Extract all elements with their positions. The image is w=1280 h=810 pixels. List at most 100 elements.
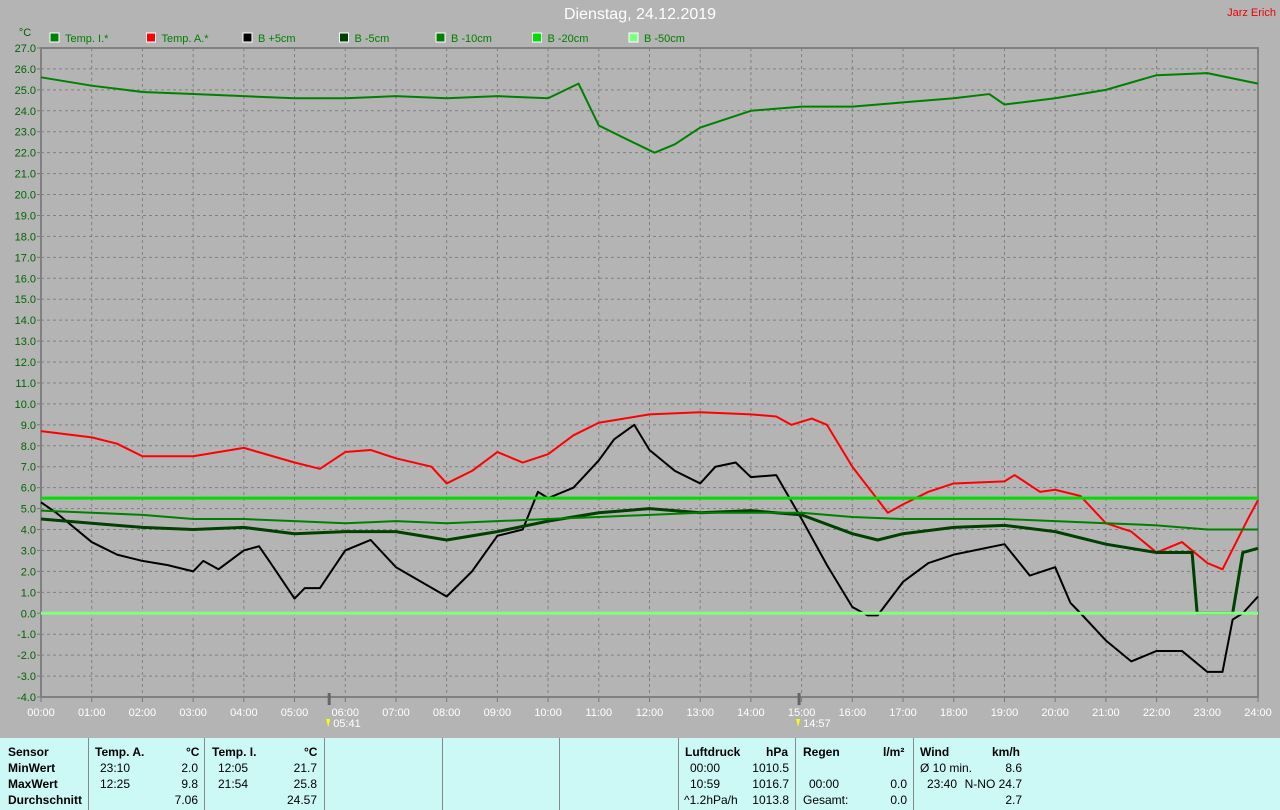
- y-tick-label: 16.0: [15, 273, 36, 285]
- y-axis-unit: °C: [19, 27, 31, 39]
- series-line-b-10cm: [40, 509, 1258, 531]
- y-tick-label: 18.0: [15, 231, 36, 243]
- y-tick-label: 0.0: [21, 608, 36, 620]
- y-tick-label: 10.0: [15, 399, 36, 411]
- x-tick-label: 23:00: [1194, 707, 1222, 719]
- x-tick-label: 07:00: [382, 707, 410, 719]
- x-tick-label: 06:00: [331, 707, 359, 719]
- chart-title: Dienstag, 24.12.2019: [563, 6, 717, 23]
- wind-t1: Ø 10 min.: [920, 761, 973, 775]
- legend-label: B -20cm: [548, 33, 589, 45]
- y-tick-label: -2.0: [17, 650, 36, 662]
- wind-header: Wind: [920, 745, 950, 759]
- x-tick-label: 20:00: [1041, 707, 1069, 719]
- y-tick-label: 7.0: [21, 462, 36, 474]
- y-tick-label: 8.0: [21, 441, 36, 453]
- legend-label: Temp. I.*: [65, 33, 109, 45]
- ta-header: Temp. A.: [95, 745, 145, 759]
- legend-swatch: [146, 32, 156, 43]
- y-tick-label: 20.0: [15, 190, 36, 202]
- min-label: MinWert: [8, 761, 56, 775]
- author-label: Jarz Erich: [1227, 7, 1276, 19]
- x-tick-label: 15:00: [788, 707, 816, 719]
- ta-max-time: 12:25: [100, 777, 131, 791]
- max-label: MaxWert: [8, 777, 58, 791]
- x-tick-label: 03:00: [179, 707, 207, 719]
- series-line-b-5cm: [40, 423, 1259, 673]
- ti-min: 21.7: [293, 761, 317, 775]
- y-tick-label: 1.0: [21, 587, 36, 599]
- sunset-time: 14:57: [803, 718, 831, 730]
- y-tick-label: 26.0: [15, 64, 36, 76]
- y-tick-label: 23.0: [15, 127, 36, 139]
- x-tick-label: 05:00: [281, 707, 309, 719]
- press-t1: 00:00: [690, 761, 721, 775]
- ta-min: 2.0: [181, 761, 198, 775]
- stats-table: Sensor MinWert MaxWert Durchschnitt Temp…: [0, 738, 1280, 810]
- y-tick-label: 15.0: [15, 294, 36, 306]
- rain-t2: 00:00: [809, 777, 840, 791]
- ti-min-time: 12:05: [218, 761, 249, 775]
- x-tick-label: 18:00: [940, 707, 968, 719]
- x-tick-label: 17:00: [889, 707, 917, 719]
- x-tick-label: 19:00: [991, 707, 1019, 719]
- legend-swatch: [435, 32, 446, 43]
- ti-max: 25.8: [293, 777, 317, 791]
- series-line-temp-i-: [40, 72, 1259, 154]
- y-tick-label: -3.0: [17, 671, 36, 683]
- plot-frame: [40, 47, 1259, 698]
- legend-label: B -5cm: [355, 33, 390, 45]
- press-t3: ^1.2hPa/h: [684, 793, 738, 807]
- y-tick-label: 14.0: [15, 315, 36, 327]
- x-tick-label: 02:00: [129, 707, 157, 719]
- sunrise-time: 05:41: [333, 718, 361, 730]
- x-tick-label: 12:00: [636, 707, 664, 719]
- wind-v2: N-NO 24.7: [964, 777, 1022, 791]
- y-tick-label: 9.0: [21, 420, 36, 432]
- avg-label: Durchschnitt: [8, 793, 83, 807]
- y-tick-label: 27.0: [15, 43, 36, 55]
- y-tick-label: 5.0: [21, 504, 36, 516]
- wind-unit: km/h: [992, 745, 1021, 759]
- wind-t2: 23:40: [927, 777, 958, 791]
- ti-header: Temp. I.: [212, 745, 257, 759]
- rain-v3: 0.0: [890, 793, 907, 807]
- legend-swatch: [49, 32, 60, 43]
- x-tick-label: 22:00: [1143, 707, 1171, 719]
- sunrise-icon: [326, 719, 331, 727]
- rain-header: Regen: [803, 745, 840, 759]
- legend-label: B -50cm: [644, 33, 685, 45]
- series-line-temp-a-: [40, 411, 1259, 571]
- x-tick-label: 09:00: [484, 707, 512, 719]
- legend-swatch: [339, 32, 349, 43]
- ti-max-time: 21:54: [218, 777, 249, 791]
- x-tick-label: 13:00: [686, 707, 714, 719]
- y-tick-label: 13.0: [15, 336, 36, 348]
- press-header: Luftdruck: [685, 745, 741, 759]
- legend-swatch: [242, 32, 253, 43]
- x-tick-label: 10:00: [534, 707, 562, 719]
- x-tick-label: 08:00: [433, 707, 461, 719]
- y-tick-label: 17.0: [15, 252, 36, 264]
- sensor-header: Sensor: [8, 745, 49, 759]
- ta-unit: °C: [186, 745, 200, 759]
- y-tick-label: 21.0: [15, 169, 36, 181]
- press-unit: hPa: [766, 745, 789, 759]
- x-tick-label: 11:00: [585, 707, 612, 719]
- legend-swatch: [532, 32, 542, 43]
- wind-v3: 2.7: [1005, 793, 1022, 807]
- legend-label: B -10cm: [451, 33, 492, 45]
- x-tick-label: 21:00: [1092, 707, 1120, 719]
- y-tick-label: 6.0: [21, 483, 36, 495]
- x-tick-label: 14:00: [737, 707, 765, 719]
- rain-t3: Gesamt:: [803, 793, 849, 807]
- x-tick-label: 24:00: [1244, 707, 1272, 719]
- y-tick-label: 22.0: [15, 148, 36, 160]
- press-v2: 1016.7: [752, 777, 789, 791]
- legend-label: Temp. A.*: [162, 33, 210, 45]
- x-tick-label: 00:00: [27, 707, 55, 719]
- ti-avg: 24.57: [286, 793, 317, 807]
- rain-v2: 0.0: [890, 777, 907, 791]
- y-tick-label: 3.0: [21, 545, 36, 557]
- x-tick-label: 01:00: [78, 707, 106, 719]
